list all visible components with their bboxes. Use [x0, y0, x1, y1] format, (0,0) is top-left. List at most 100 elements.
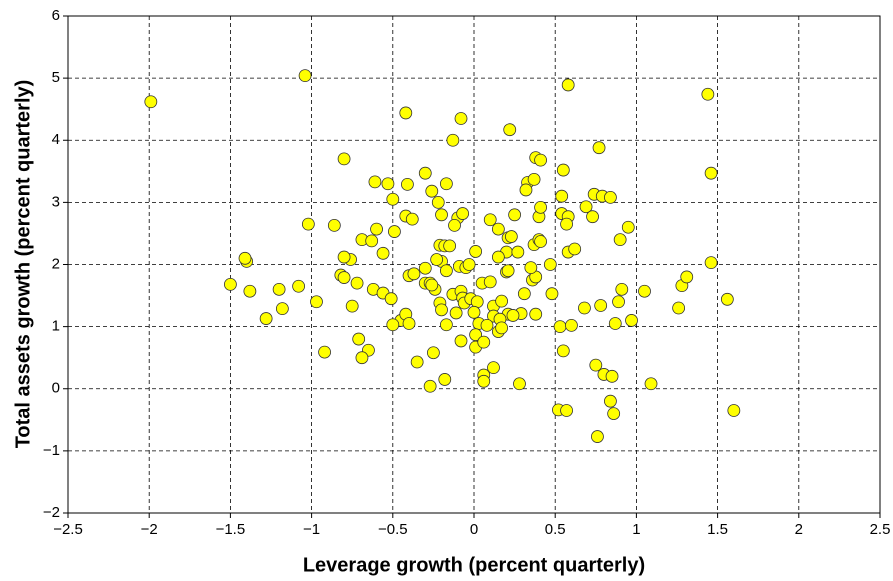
y-tick-label: −2 [43, 504, 60, 521]
point [386, 192, 400, 206]
point [435, 303, 448, 317]
point [483, 275, 497, 289]
point [517, 287, 531, 301]
y-tick-label: 6 [52, 7, 60, 24]
point [680, 270, 694, 284]
point [605, 369, 619, 383]
point [292, 279, 306, 293]
point [586, 210, 599, 224]
point [508, 208, 521, 222]
point [272, 282, 286, 296]
point [462, 258, 476, 271]
point [243, 284, 257, 298]
x-tick-label: 0.5 [545, 521, 566, 538]
point [418, 166, 432, 180]
point [376, 246, 390, 260]
y-tick-label: 5 [52, 69, 60, 86]
point [318, 345, 331, 359]
point [399, 106, 413, 120]
point [449, 306, 463, 320]
point [480, 318, 494, 332]
point [337, 271, 351, 284]
x-tick-label: 2.5 [870, 521, 891, 538]
point [568, 242, 582, 256]
point [386, 318, 400, 332]
x-tick-label: −0.5 [378, 521, 408, 538]
point [454, 334, 468, 348]
x-tick-label: −2 [141, 521, 158, 538]
point [407, 267, 421, 281]
point [467, 305, 481, 319]
point [592, 141, 606, 155]
y-tick-label: 0 [52, 380, 60, 397]
point [477, 335, 491, 349]
y-axis-title: Total assets growth (percent quarterly) [12, 80, 34, 449]
point [435, 208, 448, 222]
point [298, 69, 312, 83]
point [469, 245, 483, 258]
point [418, 261, 432, 275]
point [607, 407, 621, 421]
point [501, 264, 515, 278]
point [388, 225, 401, 238]
plot-frame [67, 15, 881, 514]
y-tick-label: 2 [52, 255, 60, 272]
point [238, 251, 252, 265]
point [543, 258, 557, 271]
point [556, 163, 570, 177]
point [405, 212, 419, 226]
x-tick-label: 0 [470, 521, 478, 538]
point [368, 175, 382, 189]
point [621, 220, 635, 234]
point [448, 218, 461, 232]
point [560, 404, 573, 417]
point [504, 230, 518, 243]
point [704, 166, 718, 180]
point [519, 183, 533, 197]
point [446, 133, 460, 147]
point [529, 307, 543, 321]
point [491, 222, 505, 236]
point [506, 309, 520, 322]
point [534, 235, 547, 248]
point [612, 295, 625, 309]
point [594, 299, 608, 312]
point [443, 239, 457, 253]
point [545, 287, 559, 301]
point [438, 373, 452, 386]
point [470, 295, 484, 309]
point [613, 233, 627, 247]
point [615, 282, 629, 296]
point [604, 394, 617, 408]
point [672, 301, 686, 315]
point [337, 250, 351, 264]
x-tick-label: −2.5 [53, 521, 83, 538]
point [355, 351, 369, 365]
point [625, 314, 638, 327]
point [370, 222, 383, 236]
point [425, 184, 439, 198]
point [591, 430, 604, 443]
point [477, 374, 491, 388]
point [604, 191, 617, 204]
point [381, 177, 395, 191]
point [275, 302, 289, 316]
point [456, 207, 470, 220]
point [469, 328, 483, 342]
point [527, 172, 541, 186]
point [491, 250, 505, 264]
point [638, 284, 651, 298]
point [727, 404, 741, 417]
point [483, 213, 497, 227]
point [534, 153, 547, 167]
point [513, 377, 526, 391]
point [337, 152, 351, 166]
x-tick-label: 1 [632, 521, 640, 538]
y-tick-label: 4 [52, 131, 60, 148]
point [495, 321, 509, 335]
point [259, 312, 273, 325]
point [327, 218, 341, 232]
x-tick-label: −1 [303, 521, 320, 538]
point [431, 195, 445, 209]
